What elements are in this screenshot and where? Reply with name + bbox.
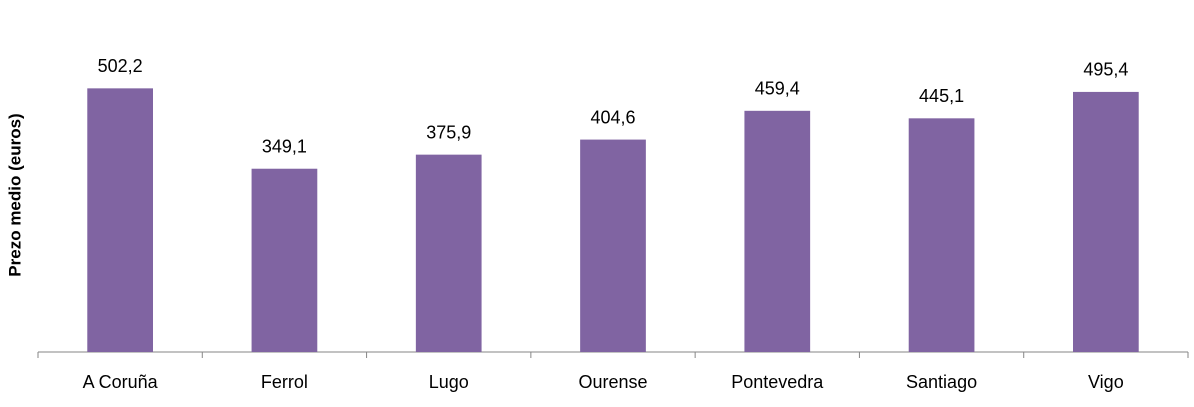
data-label: 404,6 xyxy=(590,107,635,127)
x-tick-label: Ourense xyxy=(578,372,647,392)
x-tick-label: Vigo xyxy=(1088,372,1124,392)
bar xyxy=(744,110,811,352)
bar xyxy=(251,168,318,352)
x-tick-label: Pontevedra xyxy=(731,372,824,392)
y-axis-label: Prezo medio (euros) xyxy=(5,113,24,276)
bar xyxy=(908,118,975,352)
data-label: 349,1 xyxy=(262,136,307,156)
data-label: 375,9 xyxy=(426,122,471,142)
bar xyxy=(87,88,153,352)
bar xyxy=(580,139,646,352)
x-tick-label: Ferrol xyxy=(261,372,308,392)
data-label: 445,1 xyxy=(919,86,964,106)
bar xyxy=(1073,91,1139,352)
data-label: 495,4 xyxy=(1083,60,1128,80)
bar xyxy=(415,154,482,352)
x-tick-label: Santiago xyxy=(906,372,977,392)
data-label: 502,2 xyxy=(98,56,143,76)
x-tick-label: Lugo xyxy=(429,372,469,392)
data-label: 459,4 xyxy=(755,79,800,99)
x-tick-label: A Coruña xyxy=(83,372,159,392)
